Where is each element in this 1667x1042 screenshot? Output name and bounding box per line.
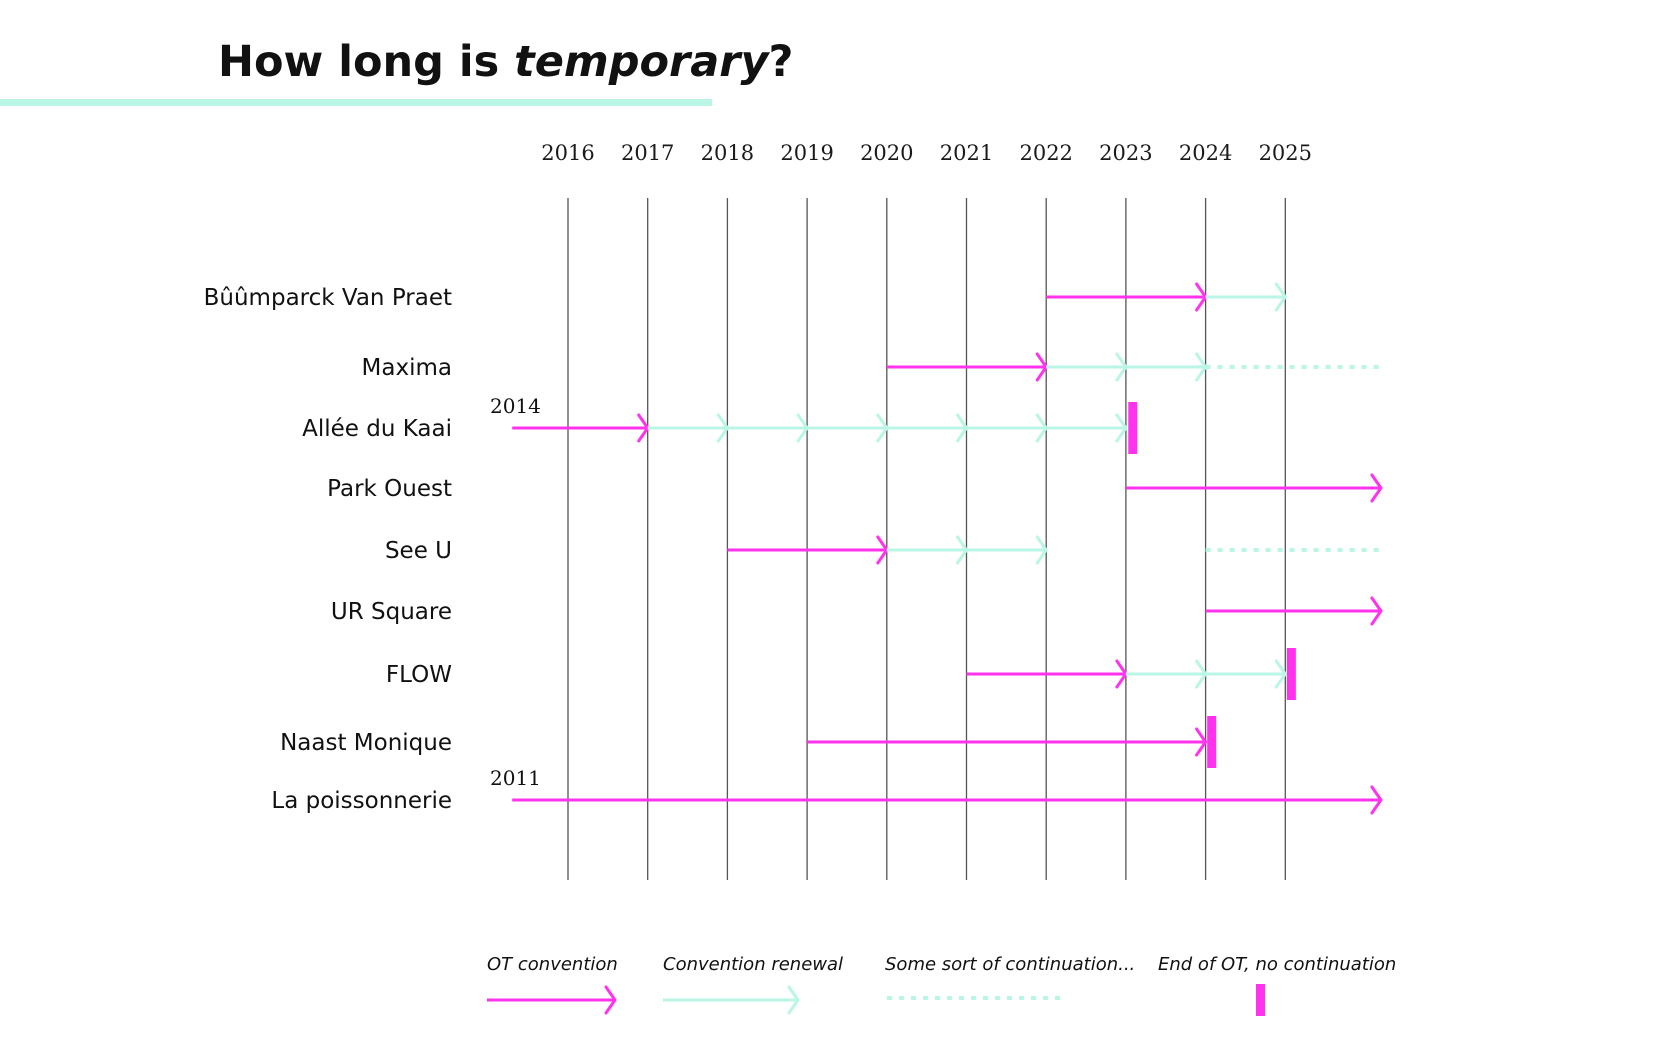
year-label-2024: 2024 [1179, 141, 1232, 165]
legend-item-convention: OT convention [487, 954, 618, 1015]
legend-item-renewal: Convention renewal [663, 954, 843, 1015]
convention-segment [512, 413, 650, 443]
timeline-row: Allée du Kaai 2014 [302, 394, 1138, 454]
year-label-2021: 2021 [940, 141, 993, 165]
end-marker [1286, 648, 1296, 700]
row-label: Bûûmparck Van Praet [204, 285, 452, 311]
year-label-2022: 2022 [1019, 141, 1072, 165]
legend-label: Some sort of continuation... [885, 954, 1135, 975]
year-label-2016: 2016 [541, 141, 594, 165]
row-label: Allée du Kaai [302, 416, 452, 442]
timeline-row: Bûûmparck Van Praet [204, 282, 1287, 312]
row-label: See U [385, 538, 452, 564]
year-label-2018: 2018 [701, 141, 754, 165]
timeline-rows: Bûûmparck Van Praet Maxima Allée du Kaai 20… [204, 282, 1383, 815]
row-label: Naast Monique [280, 730, 452, 756]
timeline-row: Naast Monique [280, 716, 1217, 768]
row-label: Park Ouest [327, 476, 452, 502]
row-label: UR Square [331, 599, 452, 625]
renewal-segment [1125, 352, 1208, 382]
row-start-label: 2011 [490, 766, 541, 790]
renewal-segment [886, 535, 968, 565]
convention-segment [1125, 473, 1383, 503]
renewal-segment [1046, 413, 1128, 443]
convention-segment [512, 785, 1383, 815]
timeline-row: FLOW [386, 648, 1296, 700]
timeline-row: Park Ouest [327, 473, 1383, 503]
chart-title-group: How long is temporary? [0, 37, 793, 106]
legend-item-end: End of OT, no continuation [1158, 954, 1396, 1016]
renewal-segment-arrowhead [1274, 659, 1287, 689]
convention-segment [1205, 596, 1383, 626]
convention-segment [807, 727, 1208, 757]
convention-segment-arrowhead [1370, 785, 1383, 815]
legend: OT convention Convention renewal Some sort… [487, 954, 1396, 1016]
convention-segment-arrowhead [1370, 596, 1383, 626]
row-start-label: 2014 [490, 394, 541, 418]
convention-segment-arrowhead [1370, 473, 1383, 503]
renewal-segment [966, 413, 1048, 443]
year-label-2023: 2023 [1099, 141, 1152, 165]
timeline-row: See U [385, 535, 1381, 565]
chart-title-emphasis: temporary [514, 37, 770, 87]
legend-swatch-convention [487, 985, 617, 1015]
legend-label: OT convention [487, 954, 618, 975]
renewal-segment-arrowhead [1274, 282, 1287, 312]
renewal-segment-arrowhead [1035, 535, 1048, 565]
end-marker [1207, 716, 1217, 768]
row-label: FLOW [386, 662, 452, 688]
renewal-segment-arrowhead [1115, 413, 1128, 443]
timeline-row: La poissonnerie 2011 [271, 766, 1383, 815]
renewal-segment [966, 535, 1048, 565]
renewal-segment [727, 413, 809, 443]
legend-item-continuation: Some sort of continuation... [885, 954, 1135, 1000]
year-label-2025: 2025 [1259, 141, 1312, 165]
chart-title-prefix: How long is [218, 37, 514, 87]
end-marker [1128, 402, 1138, 454]
chart-title-suffix: ? [768, 37, 793, 87]
renewal-segment [1205, 282, 1287, 312]
row-label: Maxima [362, 355, 452, 381]
row-label: La poissonnerie [271, 788, 452, 814]
year-axis-labels: 2016 2017 2018 2019 2020 2021 2022 2023 2024 2025 [541, 141, 1312, 165]
year-gridlines [567, 198, 1286, 880]
title-underline [0, 99, 712, 106]
year-label-2020: 2020 [860, 141, 913, 165]
timeline-row: Maxima [362, 352, 1381, 382]
renewal-segment [1205, 659, 1287, 689]
year-label-2019: 2019 [780, 141, 833, 165]
timeline-row: UR Square [331, 596, 1383, 626]
year-label-2017: 2017 [621, 141, 674, 165]
legend-swatch-renewal-arrowhead [787, 985, 800, 1015]
legend-swatch-renewal [663, 985, 800, 1015]
chart-title: How long is temporary? [218, 37, 793, 87]
legend-label: End of OT, no continuation [1158, 954, 1396, 975]
renewal-segment [1046, 352, 1128, 382]
legend-swatch-end [1256, 984, 1265, 1016]
legend-swatch-convention-arrowhead [604, 985, 617, 1015]
convention-segment-arrowhead [1195, 727, 1208, 757]
renewal-segment [886, 413, 968, 443]
renewal-segment [647, 413, 729, 443]
renewal-segment [1125, 659, 1208, 689]
legend-label: Convention renewal [663, 954, 843, 975]
renewal-segment [807, 413, 889, 443]
